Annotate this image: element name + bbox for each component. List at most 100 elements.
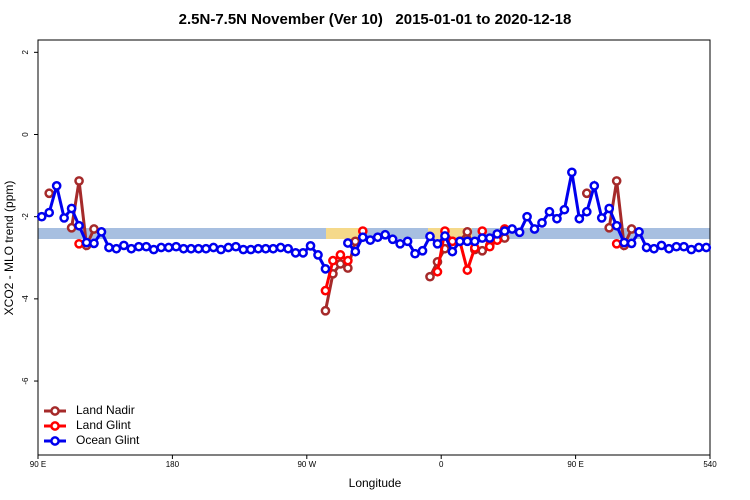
data-point <box>380 229 391 240</box>
x-tick-label: 90 E <box>567 460 583 469</box>
data-point <box>671 241 682 252</box>
data-point <box>432 238 443 249</box>
y-tick-label: -4 <box>21 295 30 303</box>
data-point <box>223 242 234 253</box>
data-point <box>589 181 600 191</box>
data-point <box>484 233 495 243</box>
data-point <box>178 243 189 254</box>
data-point <box>522 211 532 222</box>
data-point <box>649 243 659 254</box>
data-point <box>507 224 517 234</box>
data-point <box>447 246 458 257</box>
y-tick-label: -6 <box>21 377 30 385</box>
data-point <box>193 243 204 254</box>
series-line <box>70 180 96 251</box>
data-point <box>567 167 577 178</box>
data-point <box>656 240 667 251</box>
data-point <box>484 241 495 252</box>
data-point <box>253 243 264 254</box>
x-tick-label: 90 E <box>30 460 46 469</box>
data-point <box>44 207 55 218</box>
data-point <box>574 213 585 224</box>
data-point <box>320 305 331 316</box>
data-point <box>581 188 592 199</box>
data-point <box>119 240 129 251</box>
data-point <box>320 264 331 274</box>
data-point <box>544 206 555 217</box>
data-point <box>469 236 480 247</box>
data-point <box>44 188 55 199</box>
data-point <box>387 234 398 245</box>
data-point <box>365 235 376 245</box>
legend-label: Land Nadir <box>76 403 135 417</box>
y-tick-label: 2 <box>21 50 30 55</box>
data-point <box>328 255 338 266</box>
data-point <box>693 242 704 253</box>
data-point <box>611 238 622 249</box>
data-point <box>313 250 323 260</box>
data-point <box>89 224 99 234</box>
data-point <box>66 203 77 214</box>
data-point <box>425 271 435 282</box>
data-point <box>133 241 144 252</box>
data-point <box>634 227 644 237</box>
data-point <box>492 229 503 239</box>
data-point <box>36 211 47 222</box>
data-point <box>455 236 465 247</box>
data-point <box>163 242 174 253</box>
data-point <box>686 244 697 255</box>
data-point <box>537 217 547 228</box>
data-point <box>343 263 353 273</box>
data-point <box>51 181 62 191</box>
y-tick-label: 0 <box>21 132 30 137</box>
data-point <box>395 238 405 249</box>
background-patch <box>326 228 362 239</box>
legend-marker <box>50 421 60 431</box>
data-point <box>148 244 159 255</box>
data-point <box>89 238 99 249</box>
data-point <box>425 231 435 242</box>
legend-marker <box>50 436 60 446</box>
data-point <box>604 203 615 214</box>
data-point <box>417 245 428 256</box>
data-point <box>290 247 301 258</box>
data-point <box>320 285 331 296</box>
data-point <box>462 227 473 237</box>
data-point <box>298 247 308 258</box>
data-point <box>350 246 361 257</box>
x-tick-label: 0 <box>439 460 444 469</box>
chart-title: 2.5N-7.5N November (Ver 10) 2015-01-01 t… <box>179 11 572 28</box>
background-patch <box>428 228 472 239</box>
data-point <box>440 231 450 241</box>
data-point <box>462 236 473 247</box>
data-point <box>275 242 286 253</box>
legend-label: Ocean Glint <box>76 433 140 447</box>
data-point <box>186 243 196 254</box>
data-point <box>74 238 84 249</box>
data-point <box>335 250 346 260</box>
data-point <box>357 232 368 243</box>
data-point <box>611 176 622 186</box>
data-point <box>96 227 107 237</box>
data-point <box>611 220 622 231</box>
data-point <box>477 245 488 256</box>
data-point <box>111 243 122 254</box>
data-point <box>701 242 712 253</box>
y-axis-label: XCO2 - MLO trend (ppm) <box>2 181 16 316</box>
x-tick-label: 540 <box>703 460 717 469</box>
data-point <box>126 243 137 254</box>
data-point <box>171 241 181 252</box>
y-tick-label: -2 <box>21 213 30 221</box>
data-point <box>208 242 219 253</box>
data-point <box>477 233 488 243</box>
data-point <box>268 243 279 254</box>
data-point <box>499 226 510 236</box>
data-point <box>626 224 637 234</box>
data-point <box>343 238 353 248</box>
data-point <box>402 236 413 247</box>
x-tick-label: 90 W <box>297 460 316 469</box>
data-point <box>141 241 152 252</box>
data-point <box>66 222 77 233</box>
data-point <box>619 237 629 248</box>
